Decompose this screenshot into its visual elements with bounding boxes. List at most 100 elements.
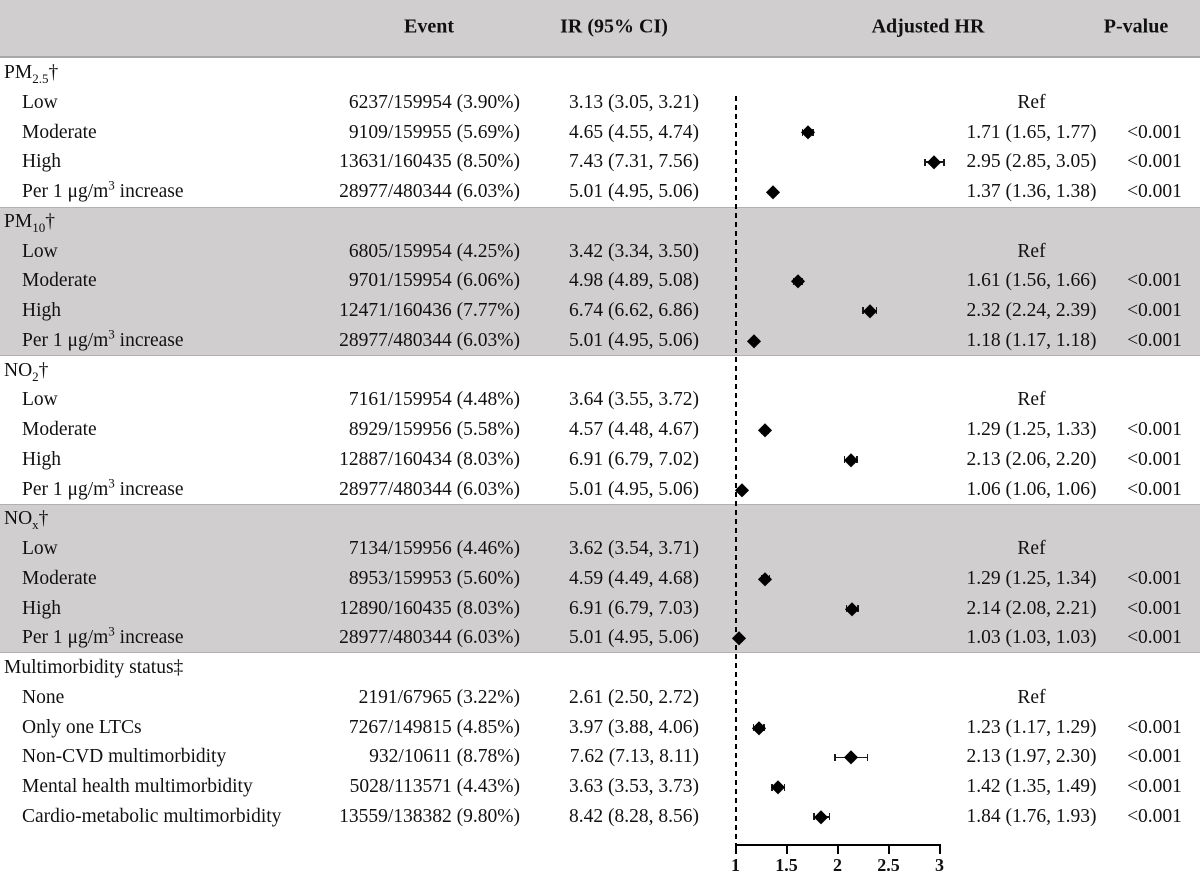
label-text: PM (4, 62, 33, 84)
label-text: increase (114, 181, 184, 203)
ir-cell: 6.91 (6.79, 7.02) (569, 448, 699, 470)
event-cell: 13631/160435 (8.50%) (339, 151, 520, 173)
label-text: Moderate (22, 567, 97, 589)
ir-cell: 3.63 (3.53, 3.73) (569, 776, 699, 798)
hr-cell: 1.29 (1.25, 1.34) (966, 567, 1097, 589)
label-text: PM (4, 210, 33, 232)
event-cell: 6237/159954 (3.90%) (348, 91, 520, 113)
label-text: NO (4, 508, 33, 530)
table-row: None 2191/67965 (3.22%) 2.61 (2.50, 2.72… (0, 683, 1200, 713)
row-label: High (0, 301, 332, 321)
event-cell: 28977/480344 (6.03%) (339, 329, 520, 351)
table-row: Per 1 μg/m3 increase 28977/480344 (6.03%… (0, 177, 1200, 207)
ir-cell: 5.01 (4.95, 5.06) (569, 478, 699, 500)
axis-tick (836, 846, 839, 854)
label-text: † (38, 508, 49, 530)
label-text: High (22, 300, 61, 322)
hr-cell: Ref (1017, 91, 1046, 113)
label-text: Low (22, 240, 58, 262)
hr-cell: 1.37 (1.36, 1.38) (966, 181, 1097, 203)
event-cell: 12471/160436 (7.77%) (339, 300, 520, 322)
event-cell: 7267/149815 (4.85%) (348, 716, 520, 738)
label-text: increase (114, 478, 184, 500)
label-text: Cardio-metabolic multimorbidity (22, 805, 282, 827)
label-subscript: 2 (32, 368, 39, 384)
event-cell: 9109/159955 (5.69%) (348, 121, 520, 143)
ir-cell: 3.13 (3.05, 3.21) (569, 91, 699, 113)
label-text: † (48, 62, 59, 84)
row-label: Low (0, 390, 332, 410)
label-text: † (45, 210, 55, 232)
section-band: PM2.5† Low 6237/159954 (3.90%) 3.13 (3.0… (0, 58, 1200, 207)
row-label: Low (0, 539, 332, 559)
event-cell: 28977/480344 (6.03%) (339, 627, 520, 649)
hr-cell: 1.29 (1.25, 1.33) (966, 419, 1097, 441)
section-band: Multimorbidity status‡ None 2191/67965 (… (0, 653, 1200, 832)
hr-cell: 2.32 (2.24, 2.39) (966, 300, 1097, 322)
event-cell: 12890/160435 (8.03%) (339, 597, 520, 619)
event-cell: 12887/160434 (8.03%) (339, 448, 520, 470)
label-text: Moderate (22, 270, 97, 292)
ir-cell: 6.91 (6.79, 7.03) (569, 597, 699, 619)
p-value-cell: <0.001 (1127, 627, 1182, 649)
table-row: High 13631/160435 (8.50%) 7.43 (7.31, 7.… (0, 147, 1200, 177)
row-label: High (0, 450, 332, 470)
row-label: Moderate (0, 122, 332, 143)
row-label: Cardio-metabolic multimorbidity (0, 807, 332, 827)
hr-cell: 1.18 (1.17, 1.18) (966, 329, 1097, 351)
p-value-cell: <0.001 (1127, 716, 1182, 738)
label-supscript: 3 (108, 326, 115, 342)
hr-cell: 1.84 (1.76, 1.93) (966, 805, 1097, 827)
hr-cell: Ref (1017, 389, 1046, 411)
row-label: Per 1 μg/m3 increase (0, 327, 332, 351)
p-value-cell: <0.001 (1127, 270, 1182, 292)
p-value-cell: <0.001 (1127, 597, 1182, 619)
section-header-row: NOx† (0, 504, 1200, 534)
event-cell: 9701/159954 (6.06%) (348, 270, 520, 292)
table-row: Low 6805/159954 (4.25%) 3.42 (3.34, 3.50… (0, 237, 1200, 267)
row-label: Mental health multimorbidity (0, 777, 332, 797)
label-text: None (22, 686, 65, 708)
section-band: NO2† Low 7161/159954 (4.48%) 3.64 (3.55,… (0, 356, 1200, 505)
p-value-cell: <0.001 (1127, 181, 1182, 203)
ir-cell: 3.64 (3.55, 3.72) (569, 389, 699, 411)
ir-cell: 2.61 (2.50, 2.72) (569, 686, 699, 708)
ir-cell: 7.43 (7.31, 7.56) (569, 151, 699, 173)
event-cell: 8929/159956 (5.58%) (348, 419, 520, 441)
label-text: High (22, 151, 61, 173)
table-row: Non-CVD multimorbidity 932/10611 (8.78%)… (0, 742, 1200, 772)
label-text: Low (22, 389, 58, 411)
label-text: increase (114, 329, 184, 351)
ir-cell: 7.62 (7.13, 8.11) (569, 746, 699, 768)
label-text: High (22, 448, 61, 470)
table-row: Moderate 8953/159953 (5.60%) 4.59 (4.49,… (0, 564, 1200, 594)
axis-tick-label: 2 (833, 855, 842, 875)
axis-tick-label: 3 (935, 855, 944, 875)
hr-cell: 1.61 (1.56, 1.66) (966, 270, 1097, 292)
row-label: Moderate (0, 271, 332, 291)
row-label: High (0, 152, 332, 172)
ir-cell: 4.59 (4.49, 4.68) (569, 567, 699, 589)
axis-tick (887, 846, 890, 854)
axis-tick-label: 1 (731, 855, 740, 875)
ir-cell: 6.74 (6.62, 6.86) (569, 300, 699, 322)
hr-cell: 2.95 (2.85, 3.05) (966, 151, 1097, 173)
axis-tick-label: 1.5 (775, 855, 798, 875)
table-row: Cardio-metabolic multimorbidity 13559/13… (0, 802, 1200, 832)
label-subscript: 2.5 (32, 71, 49, 87)
label-text: Moderate (22, 419, 97, 441)
row-label: NO2† (0, 360, 332, 384)
row-label: Moderate (0, 569, 332, 589)
table-row: Moderate 9109/159955 (5.69%) 4.65 (4.55,… (0, 118, 1200, 148)
p-value-cell: <0.001 (1127, 746, 1182, 768)
table-body: PM2.5† Low 6237/159954 (3.90%) 3.13 (3.0… (0, 58, 1200, 832)
column-header-p-value: P-value (1103, 15, 1169, 38)
p-value-cell: <0.001 (1127, 329, 1182, 351)
section-band: PM10† Low 6805/159954 (4.25%) 3.42 (3.34… (0, 206, 1200, 356)
ir-cell: 3.42 (3.34, 3.50) (569, 240, 699, 262)
ir-cell: 8.42 (8.28, 8.56) (569, 805, 699, 827)
axis-tick (938, 846, 941, 854)
event-cell: 932/10611 (8.78%) (369, 746, 520, 768)
p-value-cell: <0.001 (1127, 805, 1182, 827)
